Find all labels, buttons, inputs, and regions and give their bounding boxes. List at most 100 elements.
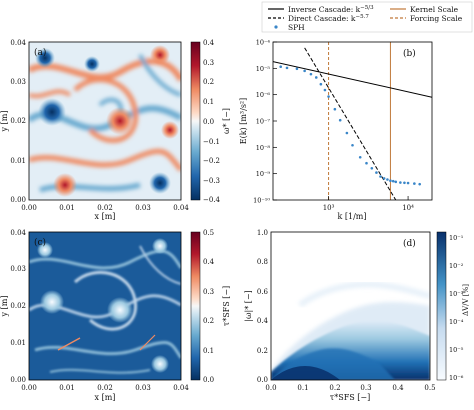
sph-point	[295, 67, 299, 71]
panel-c-cbar-tick: 0.3	[203, 288, 214, 296]
panel-c-xtick: 0.01	[59, 384, 75, 392]
panel-a-ytick: 0.04	[10, 39, 26, 47]
panel-c-xlabel: x [m]	[95, 393, 116, 402]
panel-a-cbar-tick: −0.1	[203, 138, 220, 146]
panel-c-ytick: 0.03	[10, 265, 26, 273]
panel-c-cbar-tick: 0.2	[203, 317, 214, 325]
panel-a: (a) 0.00 0.01 0.02 0.03 0.04 0.00 0.01 0…	[0, 39, 231, 221]
panel-b-ytick: 10⁻⁸	[256, 144, 271, 152]
panel-d-cbar-tick: 10⁻³	[449, 290, 464, 298]
panel-b-plot	[273, 42, 432, 200]
panel-c-cbar-tick: 0.0	[203, 376, 214, 384]
panel-c-xtick: 0.00	[21, 384, 37, 392]
panel-b-xtick: 10⁴	[402, 204, 414, 212]
panel-b-ytick: 10⁻¹⁰	[253, 197, 270, 205]
sph-point	[379, 175, 382, 178]
panel-d-ytick: 0.6	[257, 288, 269, 296]
panel-b-ytick: 10⁻⁹	[256, 170, 271, 178]
legend-inverse-label: Inverse Cascade: k−5/3	[288, 5, 374, 14]
sph-point	[406, 181, 410, 185]
sph-point	[345, 131, 349, 135]
panel-b-xlabel: k [1/m]	[337, 212, 366, 221]
panel-d-ytick: 0.8	[257, 258, 268, 266]
panel-c-xticks: 0.00 0.01 0.02 0.03 0.04	[21, 384, 189, 392]
sph-point	[418, 182, 421, 186]
legend-forcing-label: Forcing Scale	[410, 14, 463, 23]
panel-d-xtick: 0.2	[329, 384, 340, 392]
panel-a-xtick: 0.02	[97, 204, 113, 212]
panel-a-cbar-ticks: 0.4 0.3 0.2 0.1 0.0 −0.1 −0.2 −0.3 −0.4	[203, 39, 221, 204]
panel-d-ytick: 1.0	[257, 229, 268, 237]
panel-d-xtick: 0.0	[265, 384, 276, 392]
panel-a-cbar-tick: 0.2	[203, 78, 214, 86]
legend: Inverse Cascade: k−5/3 Kernel Scale Dire…	[261, 1, 473, 33]
panel-d-cbar-tick: 10⁻⁶	[449, 374, 464, 382]
panel-c-xtick: 0.02	[97, 384, 113, 392]
sph-point	[389, 179, 392, 183]
panel-d-label: (d)	[403, 238, 416, 249]
panel-d-xtick: 0.5	[424, 384, 435, 392]
sph-point	[327, 95, 330, 98]
panel-b-ytick: 10⁻⁴	[256, 39, 271, 47]
sph-point	[358, 155, 362, 159]
panel-a-ytick: 0.01	[10, 157, 26, 165]
panel-c-cbar-tick: 0.1	[203, 347, 214, 355]
panel-a-label: (a)	[34, 47, 46, 58]
panel-c: (c) 0.00 0.01 0.02 0.03 0.04 0.00 0.01 0…	[0, 229, 231, 402]
panel-c-ylabel: y [m]	[0, 296, 9, 318]
panel-b-label: (b)	[403, 48, 416, 59]
sph-point	[279, 65, 283, 69]
panel-d-ytick: 0.0	[257, 376, 268, 384]
legend-sph-swatch	[274, 25, 278, 29]
panel-c-ytick: 0.02	[10, 302, 26, 310]
panel-a-xtick: 0.04	[173, 204, 189, 212]
panel-a-cbar-tick: −0.4	[203, 196, 221, 204]
panel-c-cbar-tick: 0.4	[203, 258, 215, 266]
panel-a-cbar-tick: 0.0	[203, 118, 214, 126]
panel-b-ytick: 10⁻⁷	[256, 118, 271, 126]
panel-c-cbar-ticks: 0.5 0.4 0.3 0.2 0.1 0.0	[203, 229, 215, 384]
legend-sph-label: SPH	[288, 23, 305, 32]
panel-d-density	[271, 232, 430, 380]
panel-a-ytick: 0.00	[10, 196, 26, 204]
sph-point	[285, 66, 289, 70]
sph-point	[351, 143, 354, 147]
panel-b: (b) 10³ 10⁴10⁻⁴10⁻⁵10⁻⁶10⁻⁷10⁻⁸10⁻⁹10⁻¹⁰ …	[239, 39, 433, 221]
sph-point	[382, 177, 386, 180]
panel-c-cbar-tick: 0.5	[203, 229, 214, 237]
panel-d-cbar-tick: 10⁻⁵	[449, 346, 464, 354]
panel-c-label: (c)	[34, 237, 46, 248]
panel-c-ytick: 0.00	[10, 376, 26, 384]
legend-kernel-label: Kernel Scale	[410, 5, 459, 14]
panel-d-ytick: 0.2	[257, 347, 268, 355]
panel-b-ticks: 10³ 10⁴ 10⁻⁴ 10⁻⁵ 10⁻⁶ 10⁻⁷ 10⁻⁸ 10⁻⁹ 10⁻¹⁰	[253, 39, 414, 213]
panel-d-cbar-tick: 10⁻¹	[449, 234, 464, 242]
panel-a-xtick: 0.01	[59, 204, 75, 212]
panel-c-ytick: 0.01	[10, 339, 26, 347]
panel-b-ytick: 10⁻⁶	[256, 91, 271, 99]
inverse-cascade-line	[273, 61, 432, 98]
panel-d-cbar-tick: 10⁻²	[449, 262, 464, 270]
panel-c-xtick: 0.03	[135, 384, 151, 392]
panel-d-xticks: 0.0 0.1 0.2 0.3 0.4 0.5	[265, 384, 435, 392]
panel-a-cbar-tick: 0.4	[203, 39, 215, 47]
panel-a-xtick: 0.00	[21, 204, 37, 212]
sph-point	[309, 72, 313, 76]
panel-d-cbar-ticks: 10⁻¹ 10⁻² 10⁻³ 10⁻⁴ 10⁻⁵ 10⁻⁶	[449, 234, 464, 382]
panel-c-cbar-label: τ*SFS [−]	[222, 286, 231, 326]
panel-a-cbar-tick: 0.3	[203, 59, 214, 67]
panel-c-field	[29, 232, 181, 380]
sph-point	[413, 182, 416, 185]
panel-b-xtick: 10³	[323, 204, 335, 212]
panel-d-cbar-tick: 10⁻⁴	[449, 318, 464, 326]
sph-point	[394, 180, 398, 184]
panel-a-xlabel: x [m]	[95, 212, 116, 221]
panel-a-cbar-tick: −0.2	[203, 157, 220, 165]
panel-d-xtick: 0.4	[392, 384, 404, 392]
panel-a-xticks: 0.00 0.01 0.02 0.03 0.04	[21, 204, 189, 212]
panel-b-frame	[272, 41, 433, 201]
panel-d-colorbar	[436, 231, 447, 381]
panel-a-cbar-label: ω* [−]	[222, 108, 231, 134]
panel-d-frame	[270, 231, 431, 381]
